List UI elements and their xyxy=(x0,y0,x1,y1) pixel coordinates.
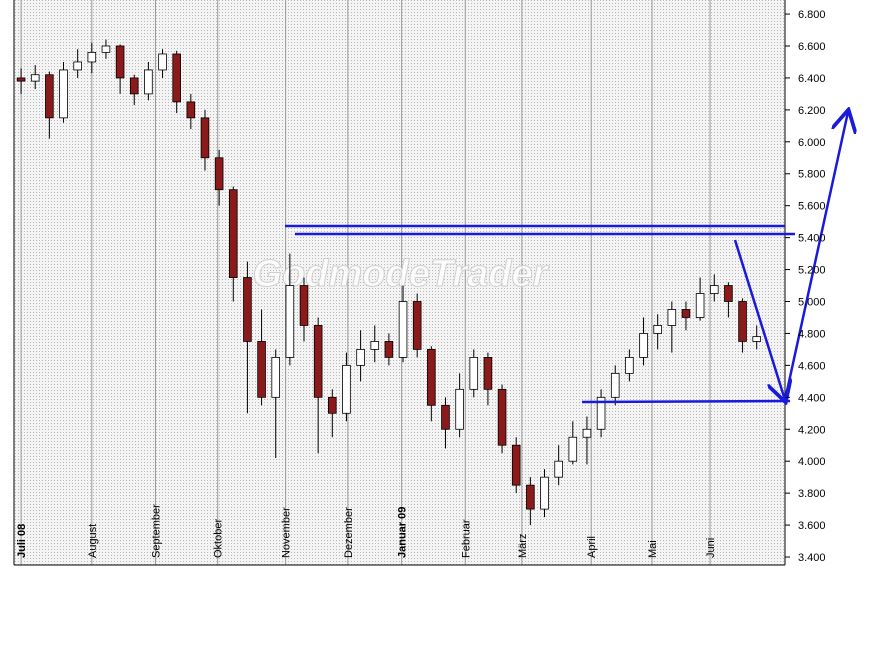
candle-body xyxy=(285,285,295,358)
candle-body xyxy=(653,325,662,334)
plot-area xyxy=(14,0,785,565)
x-tick-label: November xyxy=(281,507,293,558)
candle-body xyxy=(752,336,761,342)
candle-body xyxy=(540,476,549,510)
candle-body xyxy=(427,349,436,406)
y-tick-label: 6.600 xyxy=(798,41,826,53)
candle-body xyxy=(384,341,394,358)
y-tick-label: 4.800 xyxy=(798,328,826,340)
candle-body xyxy=(115,45,125,79)
y-tick-label: 5.600 xyxy=(798,201,826,213)
candle-body xyxy=(625,356,634,374)
candle-body xyxy=(342,364,351,414)
y-tick-label: 5.000 xyxy=(798,297,826,309)
candle-body xyxy=(724,285,733,302)
candle-body xyxy=(455,388,464,430)
candle-body xyxy=(412,301,422,350)
arrow xyxy=(783,112,848,401)
candle-body xyxy=(596,396,606,430)
y-tick-label: 4.400 xyxy=(798,392,826,404)
x-tick-label: September xyxy=(150,504,162,558)
candle-body xyxy=(144,69,153,95)
candle-body xyxy=(639,333,648,358)
x-tick-label: Oktober xyxy=(213,519,225,558)
candle-body xyxy=(200,117,210,159)
candle-body xyxy=(695,293,705,318)
x-tick-label: März xyxy=(517,534,529,558)
y-tick-label: 6.400 xyxy=(798,73,826,85)
watermark: GodmodeTrader xyxy=(253,253,550,295)
candle-body xyxy=(667,309,677,326)
x-tick-label: April xyxy=(586,536,598,558)
candle-body xyxy=(398,301,408,358)
y-tick-label: 3.800 xyxy=(798,488,826,500)
candle-body xyxy=(59,69,68,119)
x-tick-label: Dezember xyxy=(343,507,355,558)
annotations xyxy=(285,112,848,402)
candle-body xyxy=(328,396,337,414)
candle-body xyxy=(101,45,111,53)
candle-body xyxy=(469,356,479,390)
x-tick-label: Mai xyxy=(647,540,659,558)
y-tick-label: 5.200 xyxy=(798,265,826,277)
candle-body xyxy=(30,74,40,82)
candle-body xyxy=(73,61,82,71)
y-tick-label: 4.600 xyxy=(798,360,826,372)
y-tick-label: 6.200 xyxy=(798,105,826,117)
candle-body xyxy=(172,53,181,103)
y-tick-label: 6.000 xyxy=(798,137,826,149)
candle-body xyxy=(16,77,26,82)
candle-body xyxy=(313,325,323,398)
candle-body xyxy=(257,341,266,398)
y-tick-label: 6.800 xyxy=(798,9,826,21)
candle-body xyxy=(271,356,281,398)
candle-body xyxy=(45,74,54,119)
candle-body xyxy=(243,277,252,342)
candle-body xyxy=(228,189,238,278)
y-tick-label: 4.000 xyxy=(798,456,826,468)
candle-body xyxy=(582,428,592,438)
candle-body xyxy=(441,404,450,430)
y-tick-label: 5.800 xyxy=(798,169,826,181)
candle-body xyxy=(738,301,747,342)
candle-body xyxy=(681,309,691,318)
candle-body xyxy=(129,77,139,95)
candle-body xyxy=(214,157,224,191)
candle-body xyxy=(526,484,535,510)
x-tick-label: August xyxy=(87,524,99,558)
y-tick-label: 5.400 xyxy=(798,233,826,245)
candle-body xyxy=(511,444,521,486)
x-tick-label: Juli 08 xyxy=(16,524,28,558)
candle-body xyxy=(356,349,365,366)
y-tick-label: 4.200 xyxy=(798,424,826,436)
candle-body xyxy=(610,372,620,398)
candle-body xyxy=(158,53,167,71)
candle-body xyxy=(370,341,380,350)
candle-body xyxy=(483,356,493,390)
candle-body xyxy=(709,285,719,294)
y-tick-label: 3.600 xyxy=(798,520,826,532)
candle-body xyxy=(497,388,507,446)
x-tick-label: Juni xyxy=(705,538,717,558)
x-tick-label: Januar 09 xyxy=(397,507,409,558)
arrow xyxy=(733,239,785,400)
candle-body xyxy=(554,460,563,478)
candle-body xyxy=(299,285,309,326)
candle-body xyxy=(186,101,196,119)
candle-body xyxy=(568,436,578,462)
trend-line xyxy=(581,399,791,404)
x-tick-label: Februar xyxy=(460,519,472,558)
y-tick-label: 3.400 xyxy=(798,552,826,564)
candle-body xyxy=(87,51,97,63)
